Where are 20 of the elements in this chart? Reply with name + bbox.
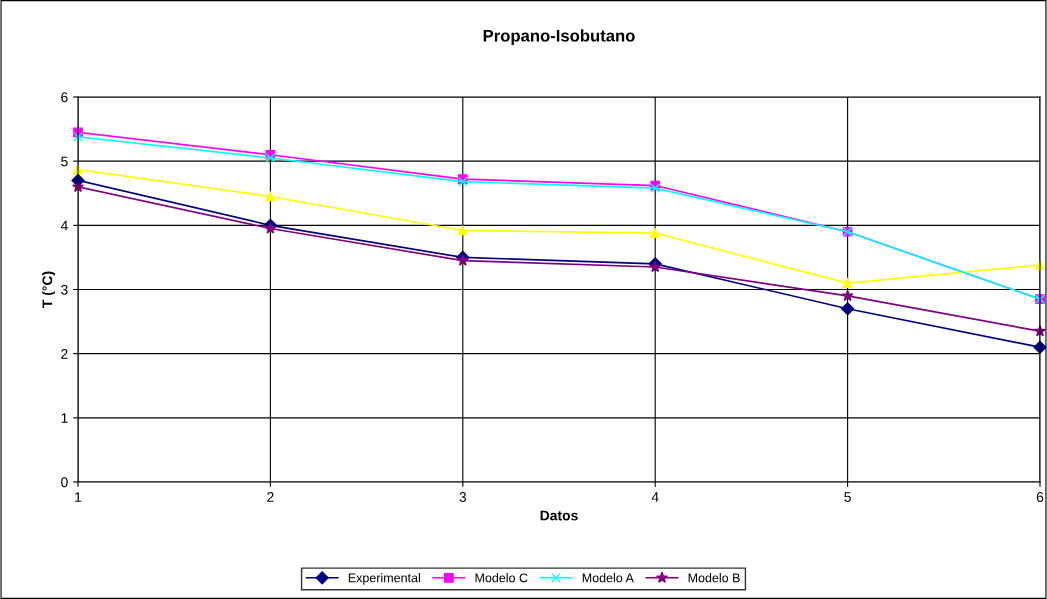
legend-label: Modelo C bbox=[475, 573, 528, 583]
x-axis-title: Datos bbox=[540, 510, 578, 521]
y-tick-label: 3 bbox=[61, 284, 68, 295]
legend-label: Experimental bbox=[348, 573, 420, 585]
chart-title: Propano-Isobutano bbox=[483, 29, 635, 45]
x-tick-label: 1 bbox=[75, 492, 82, 502]
y-tick-label: 4 bbox=[60, 220, 68, 231]
legend-label: Modelo A bbox=[582, 573, 634, 583]
x-tick-label: 2 bbox=[267, 492, 274, 502]
y-axis-title: T (°C) bbox=[42, 271, 55, 308]
y-tick-label: 0 bbox=[61, 477, 68, 488]
y-tick-label: 6 bbox=[61, 92, 68, 103]
x-tick-label: 5 bbox=[844, 492, 851, 502]
x-tick-label: 3 bbox=[459, 492, 467, 502]
x-tick-label: 4 bbox=[651, 492, 659, 502]
x-tick-label: 6 bbox=[1036, 492, 1044, 502]
y-tick-label: 2 bbox=[61, 349, 68, 359]
y-tick-label: 5 bbox=[61, 156, 68, 167]
legend-label: Modelo B bbox=[688, 573, 740, 583]
y-tick-label: 1 bbox=[61, 413, 68, 423]
